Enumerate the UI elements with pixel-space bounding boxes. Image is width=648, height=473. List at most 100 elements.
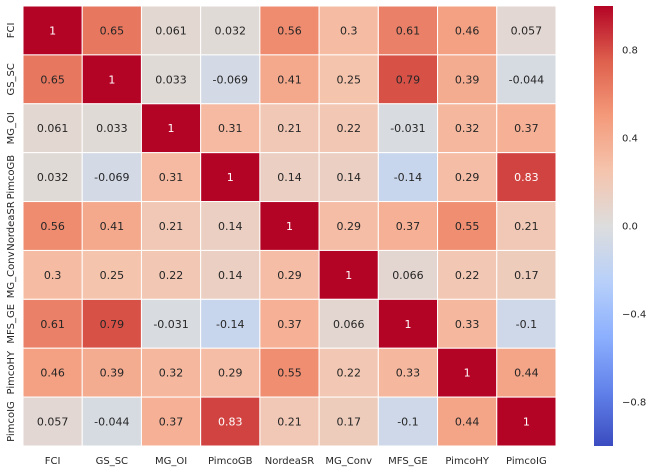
annotation-PimcoHY-PimcoHY: 1 xyxy=(464,367,471,380)
heatmap-cell-MG_OI-NordeaSR xyxy=(259,103,320,154)
heatmap-cell-MFS_GE-FCI xyxy=(22,298,83,349)
annotation-PimcoGB-FCI: 0.032 xyxy=(37,171,69,184)
annotation-FCI-PimcoHY: 0.46 xyxy=(455,24,480,37)
annotation-MG_OI-MG_OI: 1 xyxy=(168,122,175,135)
annotation-NordeaSR-PimcoHY: 0.55 xyxy=(455,220,480,233)
annotation-PimcoIG-PimcoIG: 1 xyxy=(523,416,530,429)
annotation-NordeaSR-MG_Conv: 0.29 xyxy=(336,220,361,233)
annotation-PimcoGB-NordeaSR: 0.14 xyxy=(277,171,302,184)
annotation-PimcoIG-PimcoGB: 0.83 xyxy=(218,416,243,429)
annotation-MG_OI-GS_SC: 0.033 xyxy=(96,122,128,135)
annotation-GS_SC-MG_OI: 0.033 xyxy=(155,73,187,86)
heatmap-cell-MFS_GE-MFS_GE xyxy=(377,298,439,349)
annotation-PimcoHY-GS_SC: 0.39 xyxy=(100,367,125,380)
annotation-MG_Conv-MG_Conv: 1 xyxy=(345,269,352,282)
heatmap-cell-NordeaSR-PimcoIG xyxy=(496,201,557,251)
heatmap-cell-MG_OI-FCI xyxy=(22,103,83,154)
annotation-NordeaSR-NordeaSR: 1 xyxy=(286,220,293,233)
heatmap-cell-MFS_GE-NordeaSR xyxy=(259,298,320,349)
heatmap-cell-PimcoIG-MG_OI xyxy=(140,396,202,447)
heatmap-cell-MG_OI-GS_SC xyxy=(81,103,142,154)
annotation-FCI-PimcoIG: 0.057 xyxy=(511,24,543,37)
annotation-MG_Conv-FCI: 0.3 xyxy=(44,269,62,282)
annotation-PimcoIG-GS_SC: -0.044 xyxy=(94,416,129,429)
heatmap-cell-FCI-FCI xyxy=(22,5,83,56)
annotation-PimcoGB-MG_OI: 0.31 xyxy=(159,171,184,184)
annotation-NordeaSR-GS_SC: 0.41 xyxy=(100,220,125,233)
heatmap-cell-FCI-MG_Conv xyxy=(318,5,379,56)
colorbar-tick-label: 0.8 xyxy=(622,46,638,57)
annotation-FCI-PimcoGB: 0.032 xyxy=(215,24,247,37)
annotation-NordeaSR-PimcoGB: 0.14 xyxy=(218,220,243,233)
colorbar-tick-label: 0.0 xyxy=(622,222,638,233)
heatmap-cell-PimcoIG-GS_SC xyxy=(81,396,142,447)
x-tick-label-PimcoIG: PimcoIG xyxy=(506,456,547,467)
x-tick-label-NordeaSR: NordeaSR xyxy=(265,456,315,467)
annotation-GS_SC-FCI: 0.65 xyxy=(40,73,65,86)
annotation-PimcoGB-GS_SC: -0.069 xyxy=(94,171,129,184)
annotation-MG_Conv-MFS_GE: 0.066 xyxy=(392,269,424,282)
heatmap-cell-PimcoHY-MFS_GE xyxy=(377,347,439,398)
annotation-MFS_GE-MG_Conv: 0.066 xyxy=(333,318,365,331)
annotation-PimcoIG-NordeaSR: 0.21 xyxy=(277,416,302,429)
colorbar-gradient xyxy=(594,6,613,446)
heatmap-cell-PimcoHY-MG_OI xyxy=(140,347,202,398)
annotation-GS_SC-PimcoIG: -0.044 xyxy=(509,73,544,86)
annotation-NordeaSR-MFS_GE: 0.37 xyxy=(396,220,421,233)
annotation-MG_Conv-PimcoIG: 0.17 xyxy=(514,269,539,282)
annotation-GS_SC-NordeaSR: 0.41 xyxy=(277,73,302,86)
heatmap-cell-MG_Conv-PimcoGB xyxy=(200,249,261,300)
heatmap-cell-NordeaSR-PimcoGB xyxy=(200,201,261,251)
annotation-MG_Conv-MG_OI: 0.22 xyxy=(159,269,184,282)
annotation-MG_Conv-GS_SC: 0.25 xyxy=(100,269,125,282)
heatmap-cell-GS_SC-FCI xyxy=(22,54,83,105)
heatmap-cell-MG_OI-PimcoGB xyxy=(200,103,261,154)
annotation-MFS_GE-PimcoHY: 0.33 xyxy=(455,318,480,331)
heatmap-cell-NordeaSR-FCI xyxy=(22,201,83,251)
annotation-MFS_GE-FCI: 0.61 xyxy=(40,318,65,331)
heatmap-cell-PimcoGB-GS_SC xyxy=(81,152,142,203)
heatmap-cell-FCI-MG_OI xyxy=(140,5,202,56)
annotation-GS_SC-PimcoGB: -0.069 xyxy=(213,73,248,86)
annotation-PimcoHY-MG_OI: 0.32 xyxy=(159,367,184,380)
annotation-MFS_GE-PimcoGB: -0.14 xyxy=(216,318,244,331)
heatmap-cell-PimcoGB-FCI xyxy=(22,152,83,203)
y-tick-label-MG_Conv: MG_Conv xyxy=(6,251,17,298)
x-tick-label-PimcoGB: PimcoGB xyxy=(208,456,253,467)
heatmap-cell-PimcoIG-MFS_GE xyxy=(377,396,439,447)
annotation-MG_OI-PimcoHY: 0.32 xyxy=(455,122,480,135)
heatmap-cells xyxy=(22,5,557,447)
x-tick-label-PimcoHY: PimcoHY xyxy=(445,456,489,467)
annotation-MFS_GE-GS_SC: 0.79 xyxy=(100,318,125,331)
annotation-PimcoIG-PimcoHY: 0.44 xyxy=(455,416,480,429)
heatmap-cell-MG_OI-PimcoIG xyxy=(496,103,557,154)
heatmap-cell-PimcoHY-PimcoIG xyxy=(496,347,557,398)
annotation-MG_OI-PimcoIG: 0.37 xyxy=(514,122,539,135)
y-tick-label-MG_OI: MG_OI xyxy=(6,112,17,144)
heatmap-cell-PimcoGB-PimcoIG xyxy=(496,152,557,203)
annotation-NordeaSR-MG_OI: 0.21 xyxy=(159,220,184,233)
annotation-FCI-NordeaSR: 0.56 xyxy=(277,24,302,37)
annotation-MG_OI-NordeaSR: 0.21 xyxy=(277,122,302,135)
heatmap-cell-MFS_GE-GS_SC xyxy=(81,298,142,349)
colorbar-tick-label: 0.4 xyxy=(622,134,638,145)
heatmap-cell-GS_SC-MFS_GE xyxy=(377,54,439,105)
annotation-PimcoIG-MFS_GE: -0.1 xyxy=(397,416,418,429)
heatmap-cell-MG_Conv-PimcoHY xyxy=(437,249,498,300)
heatmap-cell-MG_Conv-PimcoIG xyxy=(496,249,557,300)
annotation-PimcoHY-PimcoIG: 0.44 xyxy=(514,367,539,380)
x-tick-label-MG_OI: MG_OI xyxy=(155,456,187,467)
x-tick-label-FCI: FCI xyxy=(45,456,61,467)
heatmap-cell-MG_Conv-MG_OI xyxy=(140,249,202,300)
heatmap-cell-NordeaSR-MFS_GE xyxy=(377,201,439,251)
annotation-PimcoIG-MG_Conv: 0.17 xyxy=(336,416,361,429)
annotation-FCI-FCI: 1 xyxy=(49,24,56,37)
heatmap-cell-PimcoIG-FCI xyxy=(22,396,83,447)
annotation-PimcoHY-MG_Conv: 0.22 xyxy=(336,367,361,380)
x-tick-label-GS_SC: GS_SC xyxy=(96,456,128,467)
heatmap-annotations: 1 0.65 0.061 0.032 0.56 0.3 0.61 0.46 0.057 0.65 1… xyxy=(37,24,544,428)
annotation-PimcoGB-MG_Conv: 0.14 xyxy=(336,171,361,184)
annotation-FCI-MG_OI: 0.061 xyxy=(155,24,187,37)
